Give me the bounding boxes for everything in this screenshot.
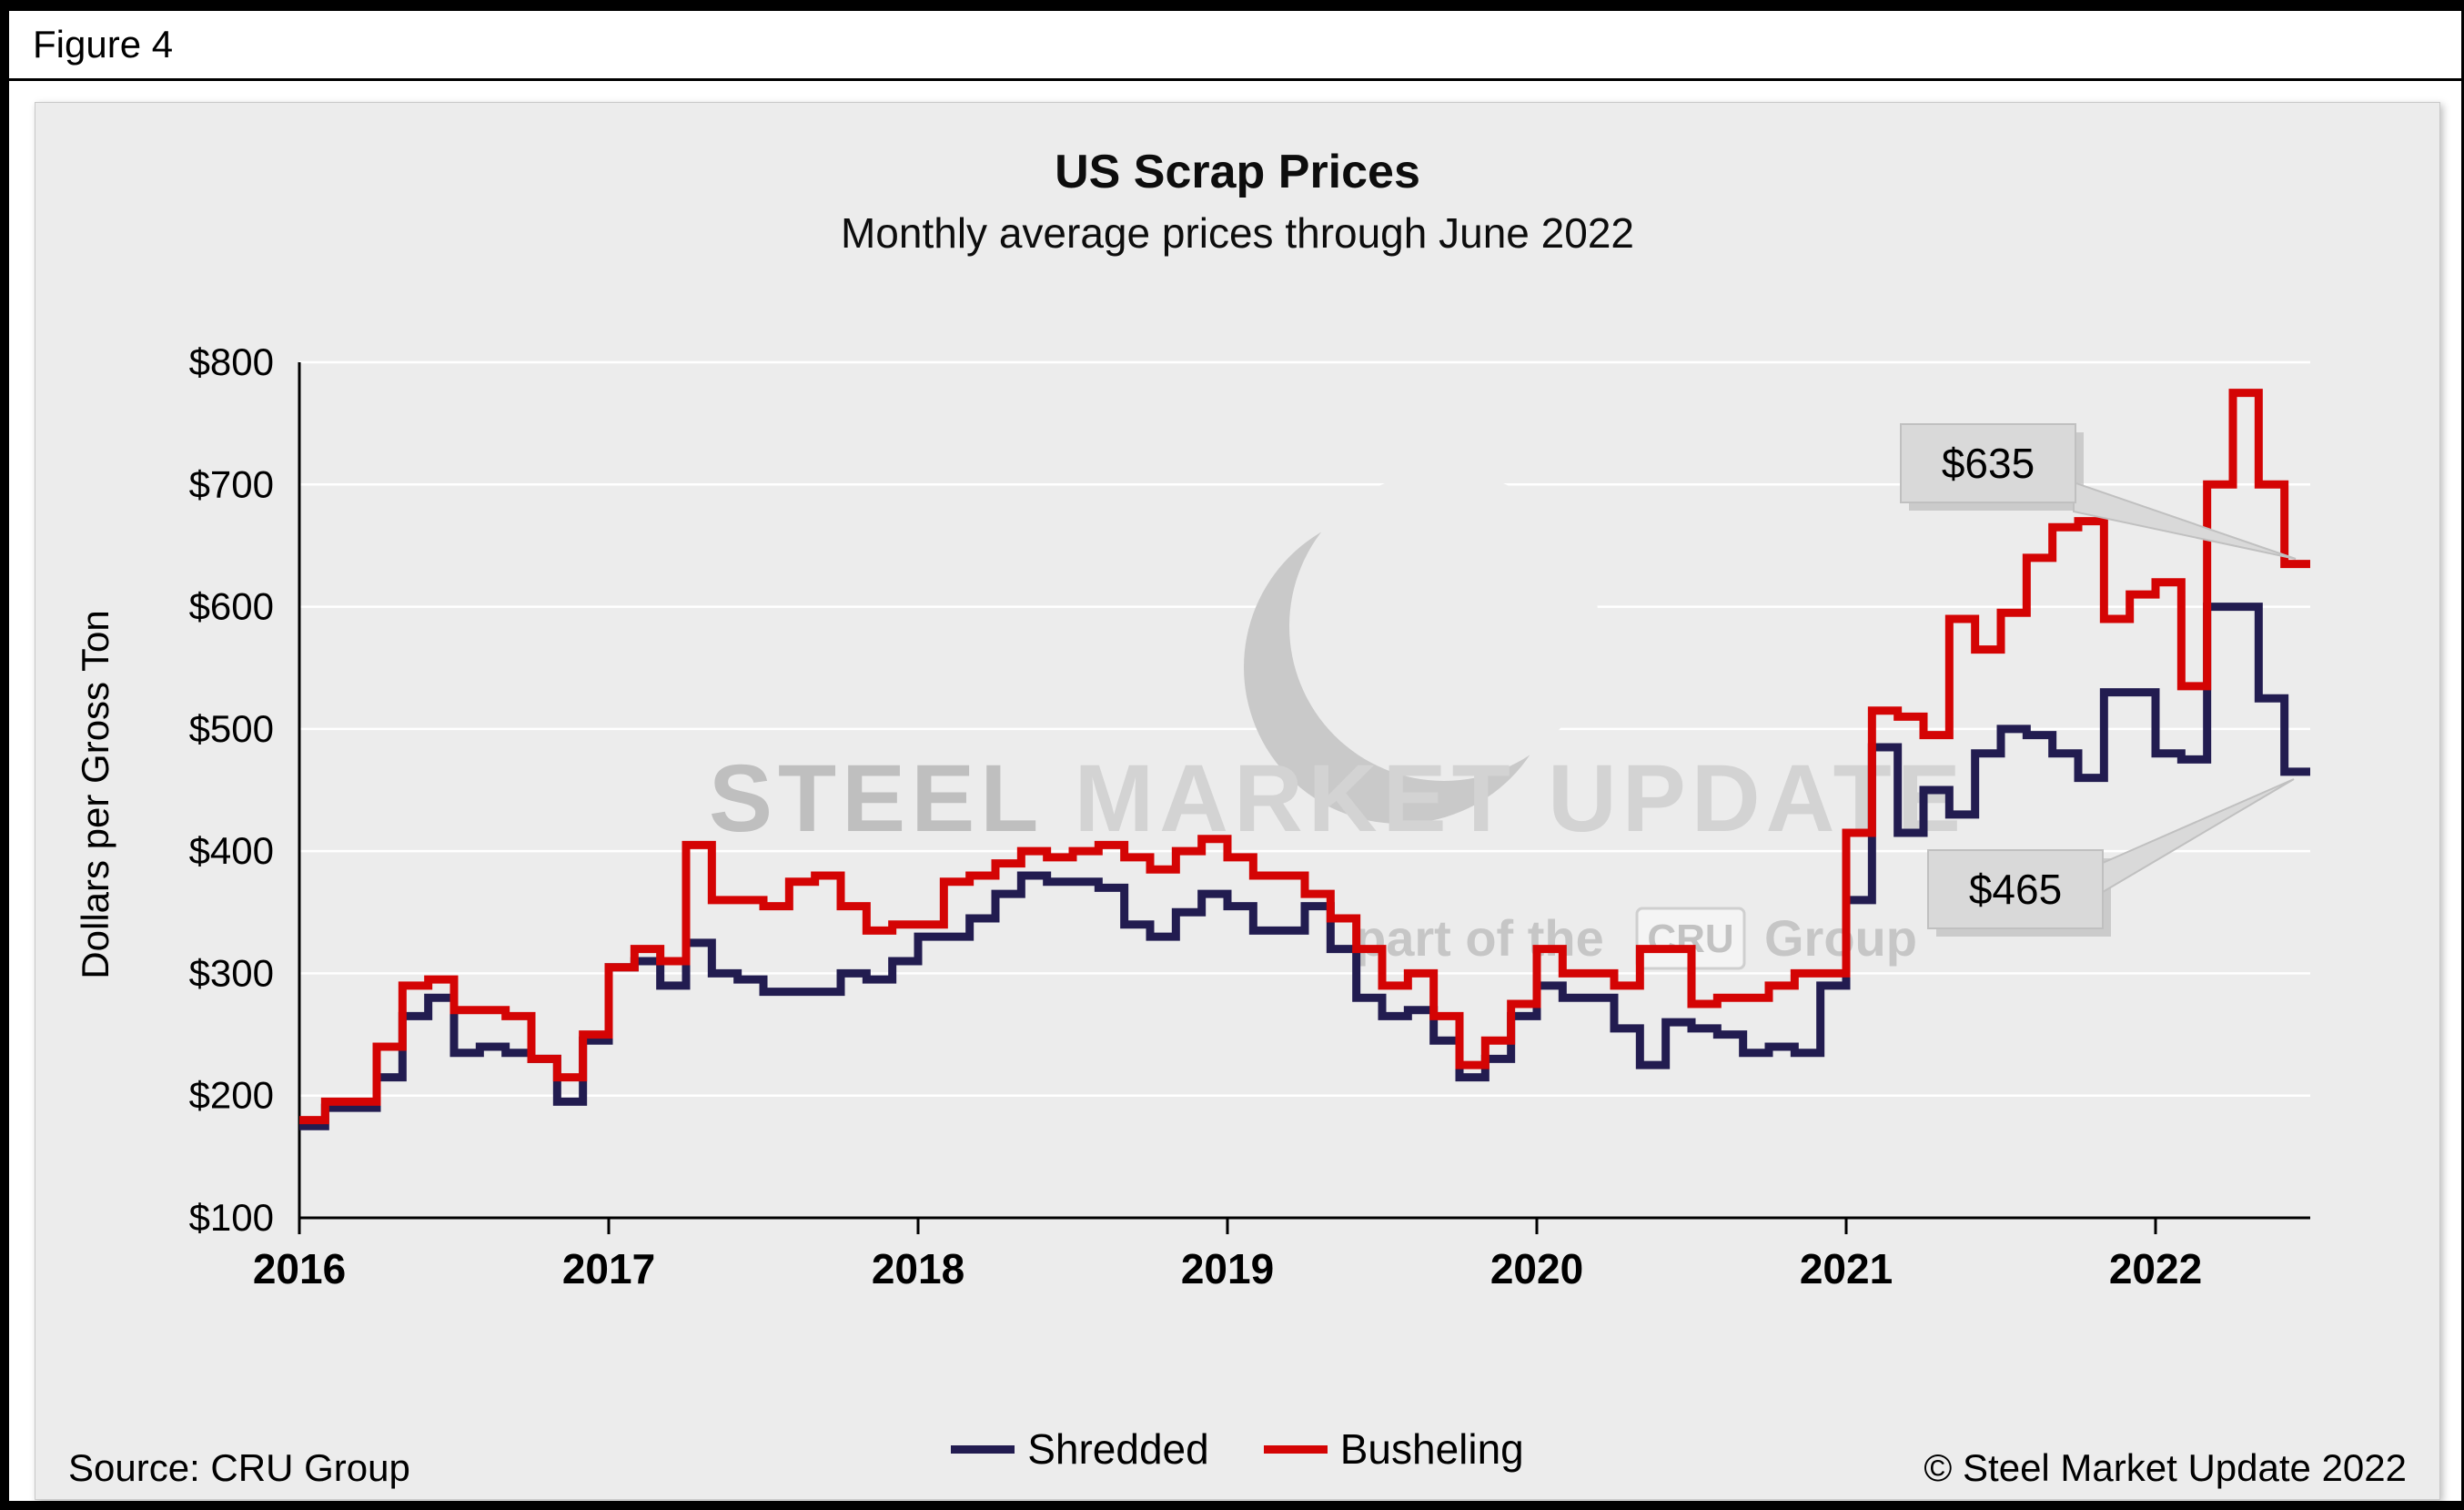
callout-label: $465 xyxy=(1969,866,2062,913)
annotation-callout-busheling: $635 xyxy=(1900,423,2297,560)
x-tick-labels: 2016 2017 2018 2019 2020 2021 2022 xyxy=(253,1218,2202,1292)
legend-label: Busheling xyxy=(1339,1425,1524,1473)
chart-subtitle: Monthly average prices through June 2022 xyxy=(840,209,1634,257)
x-tick-label: 2020 xyxy=(1490,1245,1583,1292)
chart-panel: US Scrap Prices Monthly average prices t… xyxy=(35,102,2440,1500)
callout-label: $635 xyxy=(1942,440,2035,487)
watermark-subtitle-post: Group xyxy=(1764,909,1917,967)
price-chart: $100 $200 $300 $400 $500 $600 $700 $800 STEEL MA… xyxy=(189,344,2310,1292)
x-tick-label: 2018 xyxy=(872,1245,964,1292)
legend-label: Shredded xyxy=(1027,1425,1209,1473)
figure-header: Figure 4 xyxy=(9,11,2461,81)
callout-box xyxy=(1900,423,2076,503)
series-line-busheling xyxy=(299,389,2310,1125)
x-tick-label: 2017 xyxy=(562,1245,655,1292)
copyright-note: © Steel Market Update 2022 xyxy=(1924,1446,2407,1489)
annotation-callout-shredded: $465 xyxy=(1927,778,2295,937)
callout-pointer xyxy=(2102,778,2295,894)
x-tick-label: 2022 xyxy=(2109,1245,2202,1292)
y-tick-label: $700 xyxy=(189,462,274,505)
y-tick-label: $400 xyxy=(189,829,274,872)
y-tick-label: $200 xyxy=(189,1074,274,1117)
watermark-crescent-cut xyxy=(1289,471,1599,781)
x-tick-label: 2016 xyxy=(253,1245,346,1292)
source-note: Source: CRU Group xyxy=(68,1446,410,1489)
figure-label: Figure 4 xyxy=(33,23,174,66)
legend-item-shredded: Shredded xyxy=(951,1424,1209,1474)
watermark-title: STEEL MARKET UPDATE xyxy=(709,745,1966,852)
legend-item-busheling: Busheling xyxy=(1263,1424,1524,1474)
chart-title: US Scrap Prices xyxy=(1055,146,1420,198)
y-tick-label: $100 xyxy=(189,1196,274,1239)
legend-swatch-shredded xyxy=(951,1444,1015,1454)
y-tick-label: $600 xyxy=(189,585,274,628)
y-tick-label: $800 xyxy=(189,344,274,383)
y-tick-label: $300 xyxy=(189,951,274,994)
callout-box xyxy=(1927,849,2104,929)
chart-legend: Shredded Busheling xyxy=(35,1424,2439,1474)
x-tick-label: 2019 xyxy=(1181,1245,1274,1292)
y-tick-label: $500 xyxy=(189,707,274,750)
legend-swatch-busheling xyxy=(1263,1444,1328,1454)
chart-footer: Source: CRU Group © Steel Market Update … xyxy=(68,1446,2407,1490)
x-tick-label: 2021 xyxy=(1800,1245,1893,1292)
